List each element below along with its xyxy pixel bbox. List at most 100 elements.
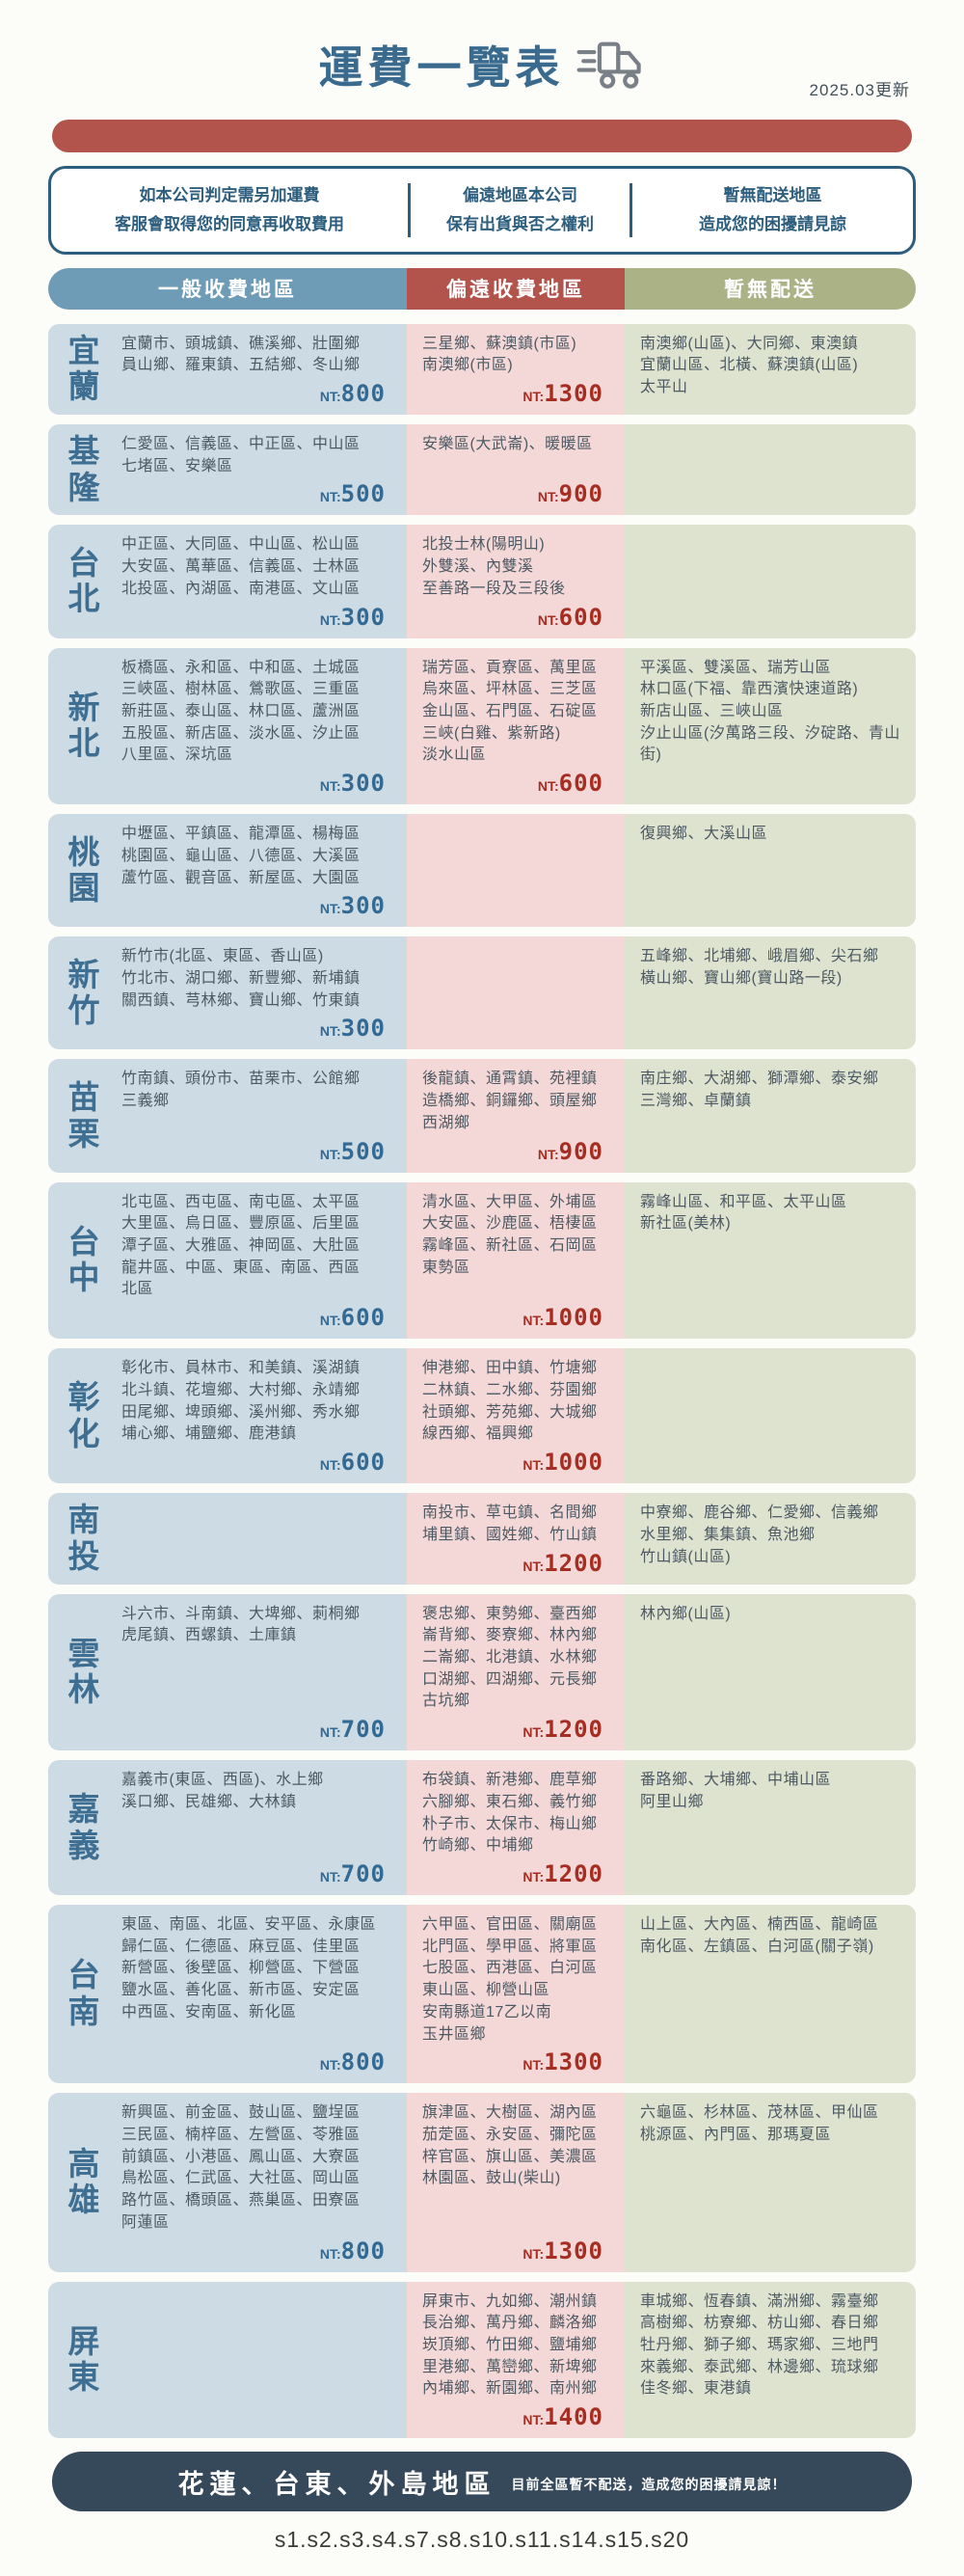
region-label: 屏東 <box>67 2322 100 2396</box>
area-list: 番路鄉、大埔鄉、中埔山區 阿里山鄉 <box>640 1772 832 1810</box>
area-list: 褒忠鄉、東勢鄉、臺西鄉 崙背鄉、麥寮鄉、林內鄉 二崙鄉、北港鎮、水林鄉 口湖鄉、… <box>422 1605 598 1710</box>
price: NT:500 <box>121 477 393 507</box>
general-cell: 基隆 仁愛區、信義區、中正區、中山區 七堵區、安樂區 NT:500 <box>48 423 407 516</box>
fee-table-row: 苗栗 竹南鎮、頭份市、苗栗市、公館鄉 三義鄉 NT:500 後龍鎮、通霄鎮、苑裡… <box>48 1059 916 1173</box>
price-value: 500 <box>340 480 386 508</box>
general-cell: 新竹 新竹市(北區、東區、香山區) 竹北市、湖口鄉、新豐鄉、新埔鎮 關西鎮、芎林… <box>48 936 407 1050</box>
price-prefix: NT: <box>319 1724 341 1741</box>
fee-table-row: 台北 中正區、大同區、中山區、松山區 大安區、萬華區、信義區、士林區 北投區、內… <box>48 525 916 638</box>
area-list: 六甲區、官田區、關廟區 北門區、學甲區、將軍區 七股區、西港區、白河區 東山區、… <box>422 1915 598 2043</box>
fee-table-row: 嘉義 嘉義市(東區、西區)、水上鄉 溪口鄉、民雄鄉、大林鎮 NT:700 布袋鎮… <box>48 1760 916 1895</box>
price-value: 600 <box>558 770 603 798</box>
region-label: 新北 <box>67 689 100 762</box>
region-label: 高雄 <box>67 2145 100 2218</box>
price: NT:1000 <box>422 1446 611 1476</box>
general-cell: 台北 中正區、大同區、中山區、松山區 大安區、萬華區、信義區、士林區 北投區、內… <box>48 525 407 638</box>
remote-cell <box>407 936 625 1050</box>
region-label: 台中 <box>67 1223 100 1296</box>
area-list: 霧峰山區、和平區、太平山區 新社區(美林) <box>640 1193 847 1233</box>
area-list: 竹南鎮、頭份市、苗栗市、公館鄉 三義鄉 <box>121 1071 361 1110</box>
price-prefix: NT: <box>537 1146 559 1162</box>
price-value: 600 <box>558 603 603 631</box>
region-label: 桃園 <box>67 833 100 907</box>
price: NT:1200 <box>422 1713 611 1743</box>
price-value: 800 <box>340 2048 386 2076</box>
area-list: 南庄鄉、大湖鄉、獅潭鄉、泰安鄉 三灣鄉、卓蘭鎮 <box>640 1071 879 1110</box>
price-value: 1000 <box>544 1449 603 1477</box>
fee-table-row: 桃園 中壢區、平鎮區、龍潭區、楊梅區 桃園區、龜山區、八德區、大溪區 蘆竹區、觀… <box>48 814 916 928</box>
price: NT:900 <box>422 1135 611 1165</box>
fee-table-row: 屏東 屏東市、九如鄉、潮州鎮 長治鄉、萬丹鄉、麟洛鄉 崁頂鄉、竹田鄉、鹽埔鄉 里… <box>48 2281 916 2439</box>
general-cell: 彰化 彰化市、員林市、和美鎮、溪湖鎮 北斗鎮、花壇鄉、大村鄉、永靖鄉 田尾鄉、埤… <box>48 1348 407 1484</box>
area-list: 新興區、前金區、鼓山區、鹽埕區 三民區、楠梓區、左營區、苓雅區 前鎮區、小港區、… <box>121 2104 361 2231</box>
price-value: 1300 <box>544 379 603 407</box>
price: NT:1200 <box>422 1857 611 1887</box>
price: NT:1000 <box>422 1301 611 1331</box>
general-cell: 苗栗 竹南鎮、頭份市、苗栗市、公館鄉 三義鄉 NT:500 <box>48 1059 407 1173</box>
general-cell: 宜蘭 宜蘭市、頭城鎮、礁溪鄉、壯圍鄉 員山鄉、羅東鎮、五結鄉、冬山鄉 NT:80… <box>48 323 407 415</box>
footer-bar: 花蓮、台東、外島地區 目前全區暫不配送，造成您的困擾請見諒！ <box>52 2452 912 2512</box>
area-list: 北投士林(陽明山) 外雙溪、內雙溪 至善路一段及三段後 <box>422 536 566 597</box>
fee-table-row: 新北 板橋區、永和區、中和區、土城區 三峽區、樹林區、鶯歌區、三重區 新莊區、泰… <box>48 647 916 805</box>
area-list: 仁愛區、信義區、中正區、中山區 七堵區、安樂區 <box>121 435 361 475</box>
price-value: 600 <box>340 1449 386 1477</box>
note-line: 暫無配送地區 <box>723 186 822 204</box>
no-delivery-cell: 中寮鄉、鹿谷鄉、仁愛鄉、信義鄉 水里鄉、集集鎮、魚池鄉 竹山鎮(山區) <box>625 1493 916 1585</box>
fee-table-rows: 宜蘭 宜蘭市、頭城鎮、礁溪鄉、壯圍鄉 員山鄉、羅東鎮、五結鄉、冬山鄉 NT:80… <box>48 323 916 2439</box>
region-label: 南投 <box>67 1502 100 1574</box>
price-prefix: NT: <box>537 611 559 628</box>
price-prefix: NT: <box>522 388 545 404</box>
no-delivery-cell: 番路鄉、大埔鄉、中埔山區 阿里山鄉 <box>625 1760 916 1895</box>
price-prefix: NT: <box>319 2245 341 2262</box>
price-prefix: NT: <box>522 1724 545 1741</box>
remote-cell: 布袋鎮、新港鄉、鹿草鄉 六腳鄉、東石鄉、義竹鄉 朴子市、太保市、梅山鄉 竹崎鄉、… <box>407 1760 625 1895</box>
price-value: 1200 <box>544 1549 603 1577</box>
general-cell: 雲林 斗六市、斗南鎮、大埤鄉、莿桐鄉 虎尾鎮、西螺鎮、土庫鎮 NT:700 <box>48 1593 407 1751</box>
no-delivery-cell: 平溪區、雙溪區、瑞芳山區 林口區(下福、靠西濱快速道路) 新店山區、三峽山區 汐… <box>625 647 916 805</box>
general-cell: 高雄 新興區、前金區、鼓山區、鹽埕區 三民區、楠梓區、左營區、苓雅區 前鎮區、小… <box>48 2093 407 2272</box>
price-prefix: NT: <box>537 778 559 795</box>
no-delivery-cell: 霧峰山區、和平區、太平山區 新社區(美林) <box>625 1181 916 1340</box>
area-list: 東區、南區、北區、安平區、永康區 歸仁區、仁德區、麻豆區、佳里區 新營區、後壁區… <box>121 1915 377 2020</box>
price-value: 800 <box>340 379 386 407</box>
price-value: 900 <box>558 1137 603 1165</box>
region-label: 新竹 <box>67 956 100 1029</box>
area-list: 北屯區、西屯區、南屯區、太平區 大里區、烏日區、豐原區、后里區 潭子區、大雅區、… <box>121 1193 361 1298</box>
price-value: 300 <box>340 603 386 631</box>
price-value: 500 <box>340 1137 386 1165</box>
area-list: 平溪區、雙溪區、瑞芳山區 林口區(下福、靠西濱快速道路) 新店山區、三峽山區 汐… <box>640 659 900 764</box>
area-list: 嘉義市(東區、西區)、水上鄉 溪口鄉、民雄鄉、大林鎮 <box>121 1772 324 1810</box>
area-list: 瑞芳區、貢寮區、萬里區 烏來區、坪林區、三芝區 金山區、石門區、石碇區 三峽(白… <box>422 659 598 764</box>
price-prefix: NT: <box>319 778 341 795</box>
column-headers: 一般收費地區 偏遠收費地區 暫無配送 <box>48 267 916 310</box>
fee-table-row: 新竹 新竹市(北區、東區、香山區) 竹北市、湖口鄉、新豐鄉、新埔鎮 關西鎮、芎林… <box>48 936 916 1050</box>
price-prefix: NT: <box>319 489 341 505</box>
remote-cell: 後龍鎮、通霄鎮、苑裡鎮 造橋鄉、銅鑼鄉、頭屋鄉 西湖鄉 NT:900 <box>407 1059 625 1173</box>
no-delivery-cell <box>625 1348 916 1484</box>
fee-table-row: 台南 東區、南區、北區、安平區、永康區 歸仁區、仁德區、麻豆區、佳里區 新營區、… <box>48 1904 916 2084</box>
price: NT:600 <box>121 1446 393 1476</box>
note-line: 保有出貨與否之權利 <box>445 214 594 233</box>
note-general: 如本公司判定需另加運費 客服會取得您的同意再收取費用 <box>51 181 408 239</box>
price-prefix: NT: <box>319 1457 341 1474</box>
remote-cell: 屏東市、九如鄉、潮州鎮 長治鄉、萬丹鄉、麟洛鄉 崁頂鄉、竹田鄉、鹽埔鄉 里港鄉、… <box>407 2281 625 2439</box>
price-prefix: NT: <box>522 2245 545 2262</box>
price-prefix: NT: <box>522 1457 545 1474</box>
price: NT:300 <box>121 601 393 631</box>
general-cell: 新北 板橋區、永和區、中和區、土城區 三峽區、樹林區、鶯歌區、三重區 新莊區、泰… <box>48 647 407 805</box>
price-prefix: NT: <box>319 388 341 404</box>
area-list: 布袋鎮、新港鄉、鹿草鄉 六腳鄉、東石鄉、義竹鄉 朴子市、太保市、梅山鄉 竹崎鄉、… <box>422 1772 598 1855</box>
price: NT:500 <box>121 1135 393 1165</box>
general-cell: 台中 北屯區、西屯區、南屯區、太平區 大里區、烏日區、豐原區、后里區 潭子區、大… <box>48 1181 407 1340</box>
fee-table-row: 南投 南投市、草屯鎮、名間鄉 埔里鎮、國姓鄉、竹山鎮 NT:1200 中寮鄉、鹿… <box>48 1493 916 1585</box>
area-list: 中正區、大同區、中山區、松山區 大安區、萬華區、信義區、士林區 北投區、內湖區、… <box>121 536 361 597</box>
price: NT:700 <box>121 1713 393 1743</box>
general-cell: 桃園 中壢區、平鎮區、龍潭區、楊梅區 桃園區、龜山區、八德區、大溪區 蘆竹區、觀… <box>48 814 407 928</box>
note-line: 如本公司判定需另加運費 <box>139 186 320 204</box>
area-list: 三星鄉、蘇澳鎮(市區) 南澳鄉(市區) <box>422 335 577 374</box>
price-prefix: NT: <box>522 1558 545 1574</box>
area-list: 復興鄉、大溪山區 <box>640 826 768 843</box>
truck-icon <box>576 41 641 89</box>
fee-table-row: 彰化 彰化市、員林市、和美鎮、溪湖鎮 北斗鎮、花壇鄉、大村鄉、永靖鄉 田尾鄉、埤… <box>48 1348 916 1484</box>
